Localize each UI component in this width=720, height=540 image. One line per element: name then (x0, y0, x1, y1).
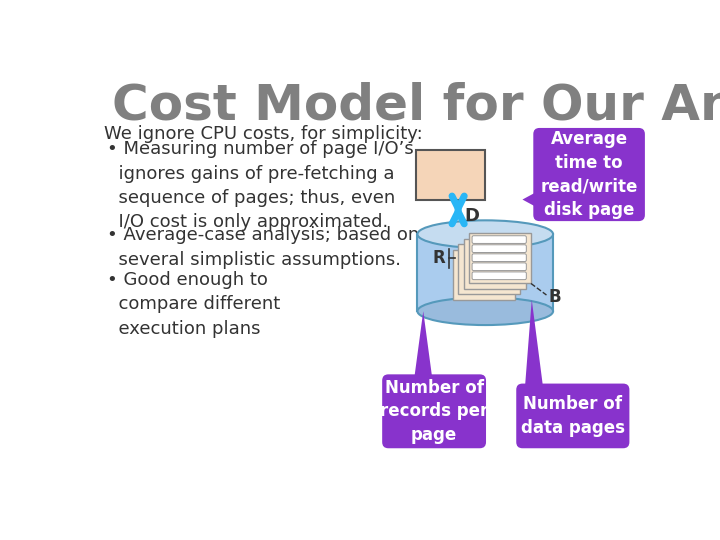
FancyBboxPatch shape (472, 245, 526, 253)
Text: • Good enough to
  compare different
  execution plans: • Good enough to compare different execu… (107, 271, 280, 338)
Bar (464, 239, 526, 289)
FancyBboxPatch shape (472, 263, 526, 271)
Text: B: B (549, 288, 562, 306)
FancyBboxPatch shape (534, 128, 645, 221)
Text: • Average-case analysis; based on
  several simplistic assumptions.: • Average-case analysis; based on severa… (107, 226, 419, 269)
Text: Average
time to
read/write
disk page: Average time to read/write disk page (541, 130, 638, 219)
Bar (415, 150, 485, 200)
Text: Cost Model for Our Analysis: Cost Model for Our Analysis (112, 82, 720, 130)
Polygon shape (525, 300, 544, 390)
Bar (418, 234, 553, 311)
Text: D: D (464, 207, 480, 225)
Bar (458, 244, 520, 294)
FancyBboxPatch shape (516, 383, 629, 448)
Text: Number of
records per
page: Number of records per page (380, 379, 488, 444)
Bar (453, 249, 515, 300)
Ellipse shape (418, 220, 553, 248)
Polygon shape (523, 190, 539, 209)
Text: R: R (433, 249, 446, 267)
Text: We ignore CPU costs, for simplicity:: We ignore CPU costs, for simplicity: (104, 125, 423, 143)
FancyBboxPatch shape (472, 254, 526, 261)
Text: • Measuring number of page I/O’s
  ignores gains of pre-fetching a
  sequence of: • Measuring number of page I/O’s ignores… (107, 140, 414, 231)
Polygon shape (414, 311, 433, 381)
Ellipse shape (418, 298, 553, 325)
FancyBboxPatch shape (472, 272, 526, 280)
Text: Number of
data pages: Number of data pages (521, 395, 625, 437)
FancyBboxPatch shape (382, 374, 486, 448)
Bar (469, 233, 531, 284)
FancyBboxPatch shape (472, 236, 526, 244)
